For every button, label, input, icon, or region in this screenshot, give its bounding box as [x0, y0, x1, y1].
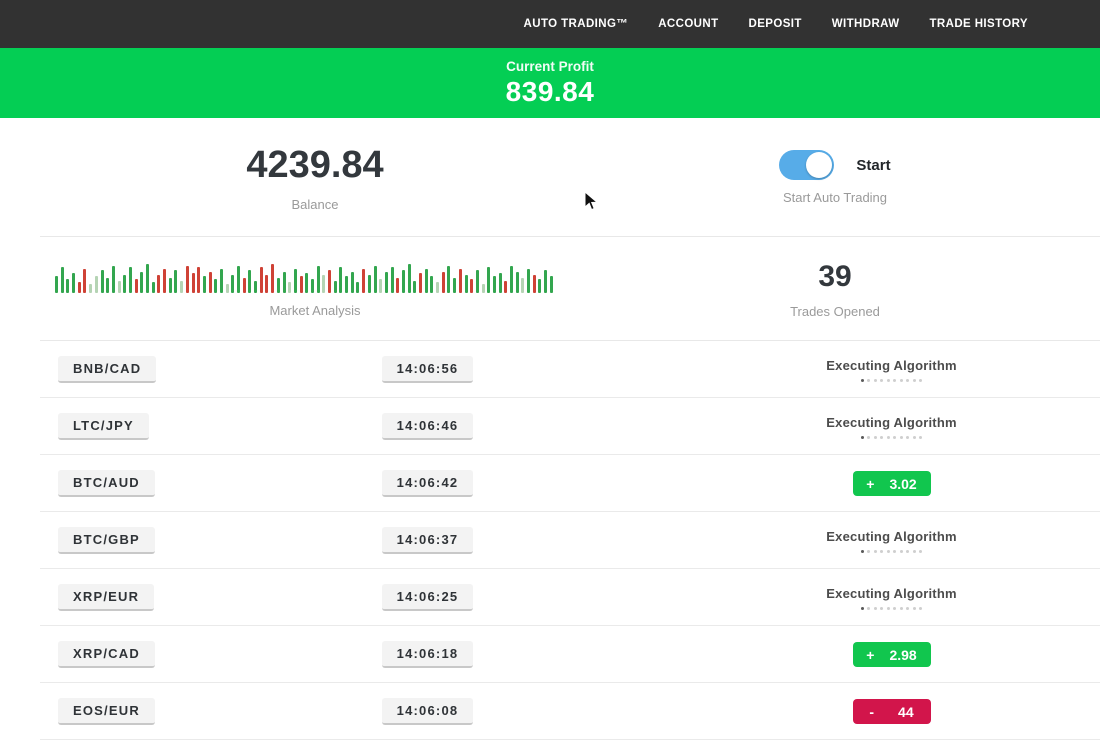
- progress-dots: [860, 606, 923, 610]
- trade-row: BTC/GBP 14:06:37 Executing Algorithm: [0, 512, 1100, 569]
- executing-algorithm-label: Executing Algorithm: [826, 528, 957, 544]
- time-chip[interactable]: 14:06:56: [381, 356, 474, 383]
- progress-dots: [860, 378, 923, 382]
- pair-chip[interactable]: EOS/EUR: [58, 698, 155, 725]
- time-chip[interactable]: 14:06:08: [381, 698, 474, 725]
- trade-result-badge: + 2.98: [852, 642, 931, 667]
- executing-algorithm-label: Executing Algorithm: [826, 585, 957, 601]
- trade-row: BTC/AUD 14:06:42 + 3.02: [0, 455, 1100, 512]
- result-value: 3.02: [889, 475, 917, 492]
- trade-row: BNB/CAD 14:06:56 Executing Algorithm: [0, 341, 1100, 398]
- nav-item-trade-history[interactable]: TRADE HISTORY: [929, 18, 1028, 30]
- top-nav: AUTO TRADING™ ACCOUNT DEPOSIT WITHDRAW T…: [0, 0, 1100, 48]
- trades-opened-label: Trades Opened: [790, 303, 880, 319]
- pair-chip[interactable]: XRP/CAD: [58, 641, 155, 668]
- trade-result-badge: - 44: [852, 699, 931, 724]
- toggle-knob: [806, 152, 833, 178]
- progress-dots: [860, 549, 923, 553]
- pair-chip[interactable]: XRP/EUR: [58, 584, 155, 611]
- divider: [40, 625, 1100, 626]
- time-chip[interactable]: 14:06:18: [381, 641, 474, 668]
- executing-algorithm-label: Executing Algorithm: [826, 414, 957, 430]
- time-chip[interactable]: 14:06:37: [381, 527, 474, 554]
- trades-opened-value: 39: [818, 259, 852, 293]
- market-analysis-stat: Market Analysis: [0, 261, 630, 318]
- result-sign: -: [869, 703, 875, 720]
- nav-item-withdraw[interactable]: WITHDRAW: [831, 18, 900, 30]
- divider: [40, 739, 1100, 740]
- current-profit-label: Current Profit: [506, 58, 594, 74]
- trade-row: EOS/EUR 14:06:08 - 44: [0, 683, 1100, 740]
- trades-list: BNB/CAD 14:06:56 Executing Algorithm LTC…: [0, 341, 1100, 740]
- balance-label: Balance: [291, 196, 339, 212]
- market-analysis-chart: [55, 261, 560, 293]
- pair-chip[interactable]: BNB/CAD: [58, 356, 157, 383]
- divider: [40, 236, 1100, 237]
- divider: [40, 397, 1100, 398]
- trade-row: XRP/EUR 14:06:25 Executing Algorithm: [0, 569, 1100, 626]
- time-chip[interactable]: 14:06:42: [381, 470, 474, 497]
- trade-row: XRP/CAD 14:06:18 + 2.98: [0, 626, 1100, 683]
- nav-item-auto-trading[interactable]: AUTO TRADING™: [523, 18, 629, 30]
- progress-dots: [860, 435, 923, 439]
- result-value: 44: [898, 703, 914, 720]
- divider: [40, 454, 1100, 455]
- market-analysis-section: Market Analysis 39 Trades Opened: [0, 237, 1100, 341]
- pair-chip[interactable]: BTC/GBP: [58, 527, 155, 554]
- result-value: 2.98: [889, 646, 917, 663]
- balance-section: 4239.84 Balance Start Start Auto Trading: [0, 118, 1100, 237]
- time-chip[interactable]: 14:06:46: [381, 413, 474, 440]
- result-sign: +: [866, 646, 875, 663]
- auto-trading-toggle[interactable]: [779, 150, 835, 180]
- current-profit-banner: Current Profit 839.84: [0, 48, 1100, 118]
- trades-opened-stat: 39 Trades Opened: [630, 260, 1040, 319]
- current-profit-value: 839.84: [505, 75, 595, 107]
- divider: [40, 682, 1100, 683]
- balance-stat: 4239.84 Balance: [0, 144, 630, 212]
- pair-chip[interactable]: LTC/JPY: [58, 413, 149, 440]
- auto-trading-control: Start Start Auto Trading: [630, 150, 1040, 205]
- toggle-caption: Start Auto Trading: [782, 190, 888, 205]
- pair-chip[interactable]: BTC/AUD: [58, 470, 155, 497]
- result-sign: +: [866, 475, 875, 492]
- trade-row: LTC/JPY 14:06:46 Executing Algorithm: [0, 398, 1100, 455]
- nav-item-account[interactable]: ACCOUNT: [658, 18, 719, 30]
- divider: [40, 511, 1100, 512]
- toggle-label: Start: [856, 156, 891, 174]
- nav-item-deposit[interactable]: DEPOSIT: [748, 18, 802, 30]
- divider: [40, 568, 1100, 569]
- market-analysis-label: Market Analysis: [269, 302, 361, 318]
- balance-value: 4239.84: [246, 143, 384, 186]
- trade-result-badge: + 3.02: [852, 471, 931, 496]
- divider: [40, 340, 1100, 341]
- time-chip[interactable]: 14:06:25: [381, 584, 474, 611]
- executing-algorithm-label: Executing Algorithm: [826, 357, 957, 373]
